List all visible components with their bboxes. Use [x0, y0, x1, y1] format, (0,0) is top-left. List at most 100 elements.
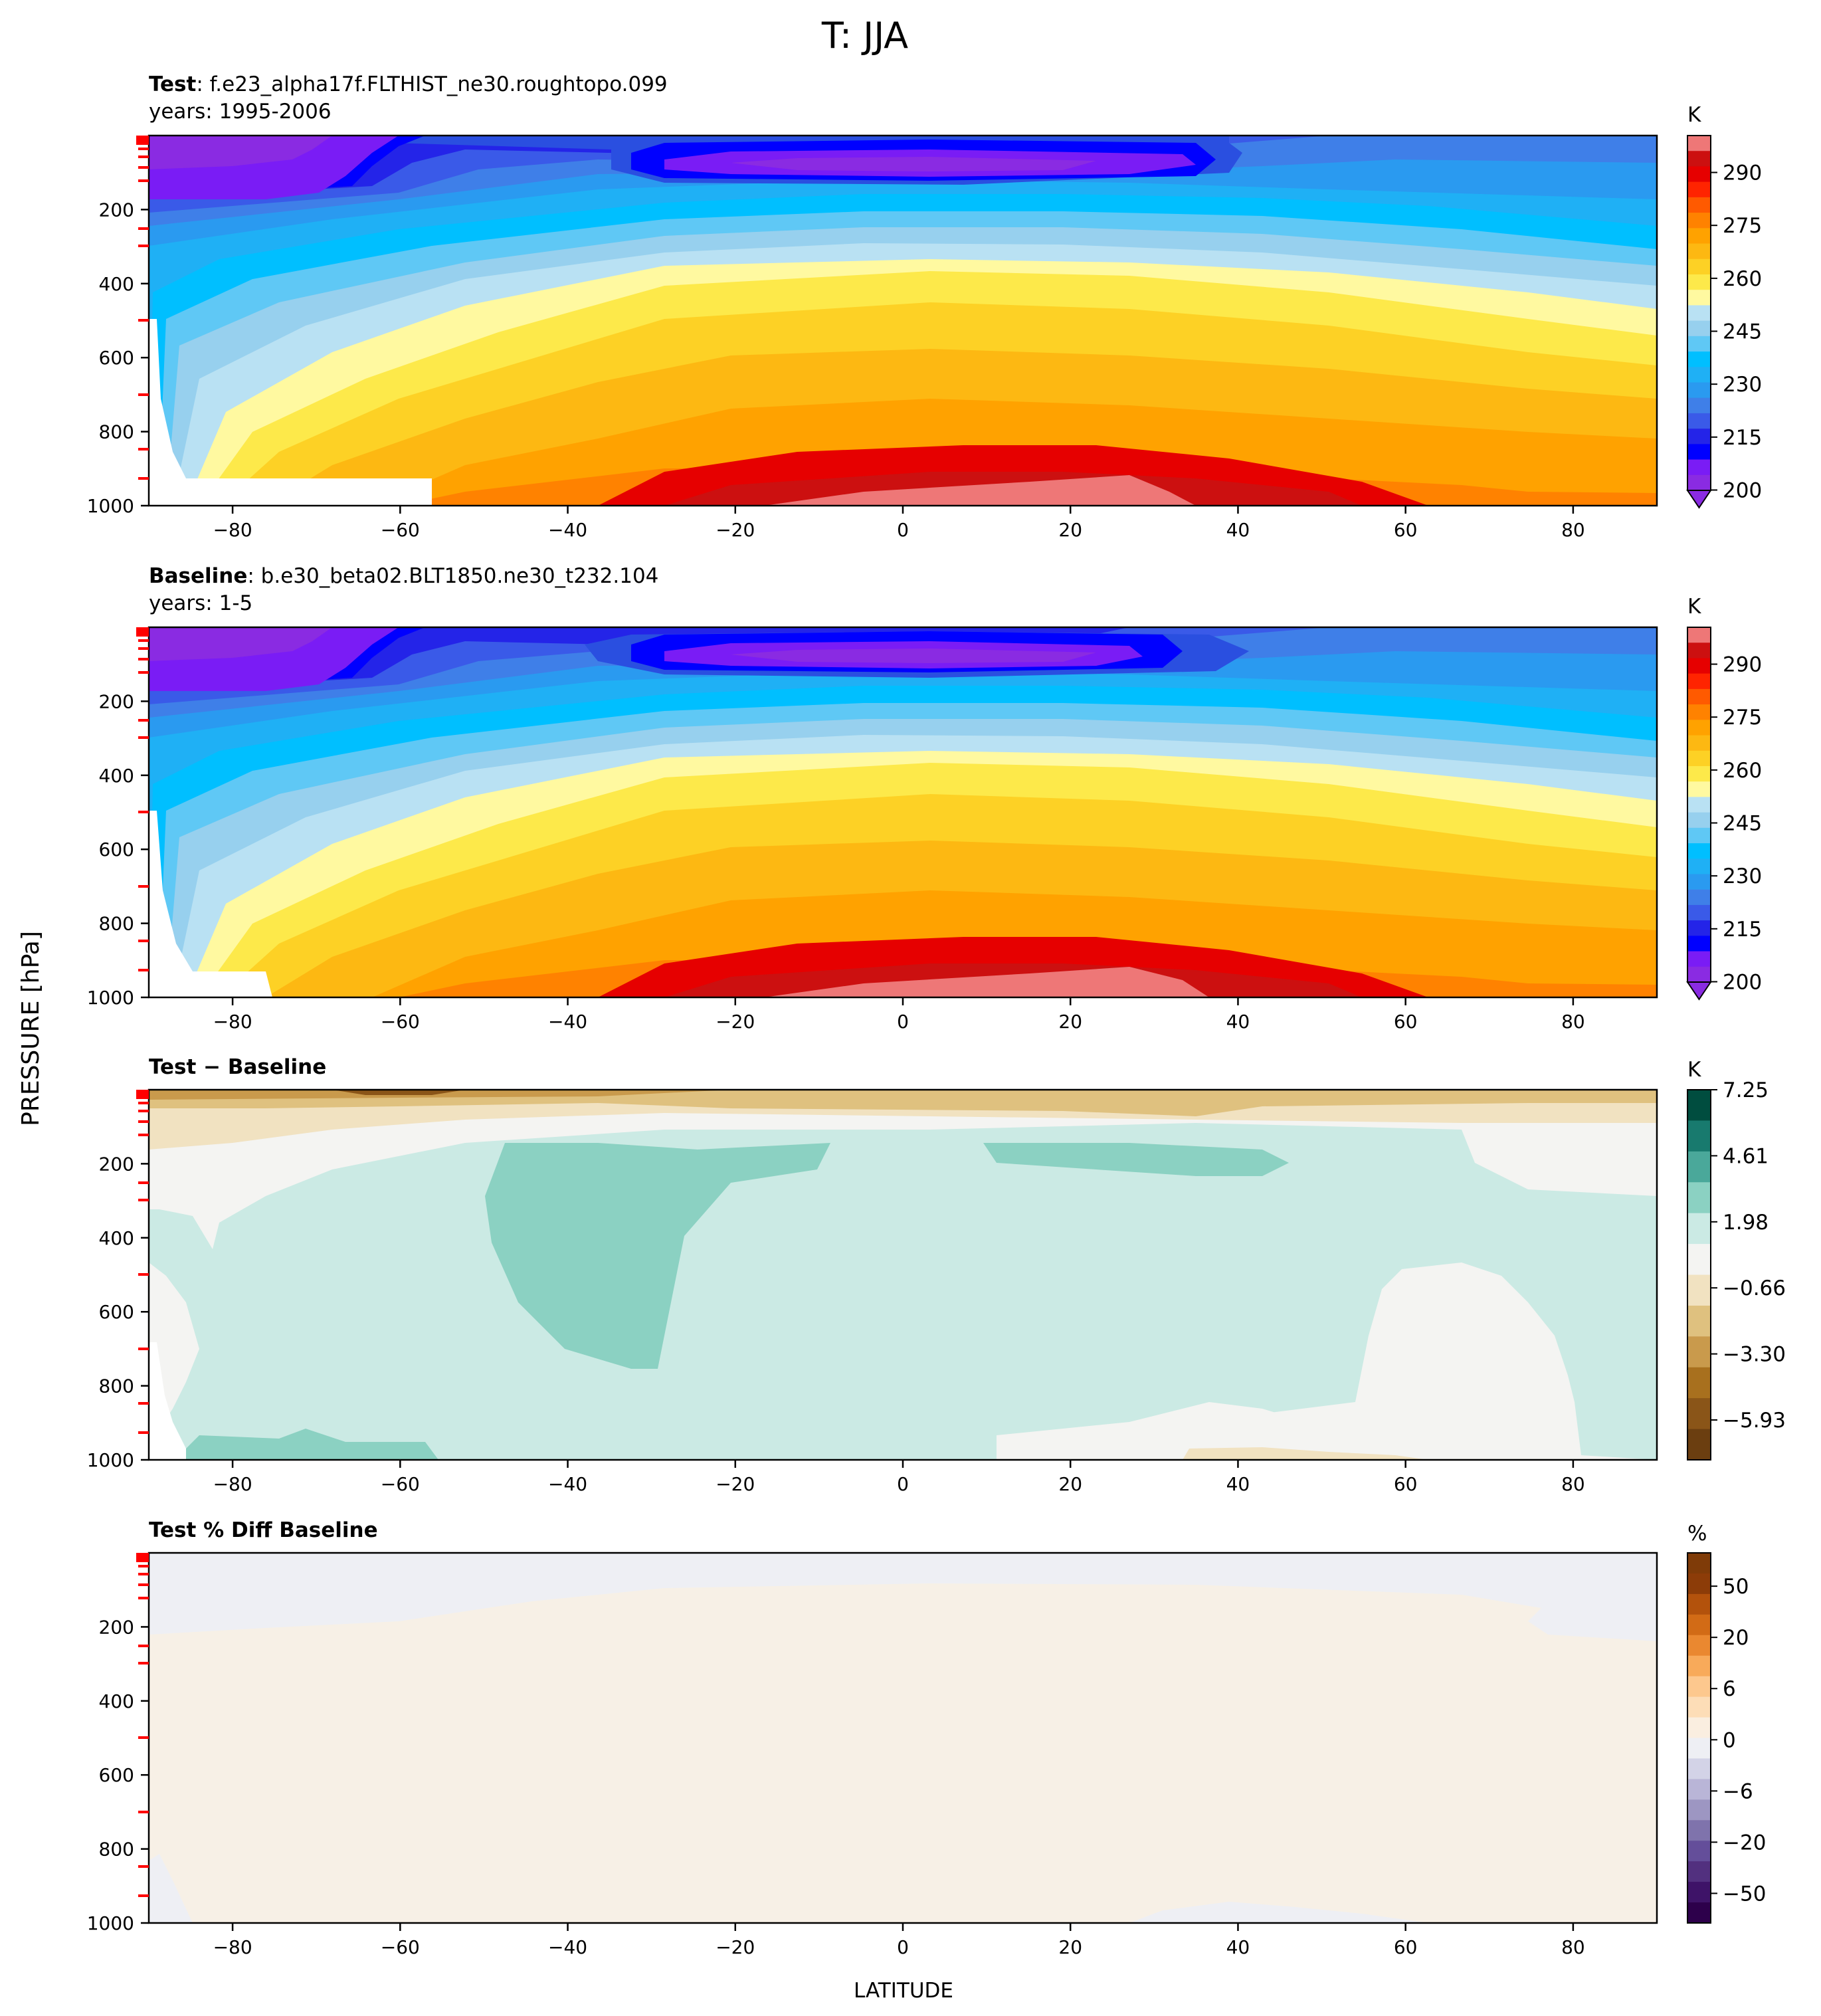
- colorbar-swatch: [1687, 1717, 1711, 1739]
- colorbar-extend-arrow: [1686, 490, 1712, 509]
- panel-baseline-x-ticks: −80 −60 −40 −20 0 20 40 60 80: [213, 997, 1585, 1033]
- x-tick-label: −80: [213, 1936, 252, 1958]
- colorbar-swatch: [1687, 181, 1711, 198]
- colorbar-swatch: [1687, 1120, 1711, 1152]
- panel-baseline-label: Baseline: b.e30_beta02.BLT1850.ne30_t232…: [149, 564, 658, 588]
- colorbar-swatch: [1687, 1738, 1711, 1760]
- x-tick-label: 0: [897, 1936, 909, 1958]
- y-tick-label: 400: [99, 1690, 134, 1712]
- colorbar-swatch: [1687, 688, 1711, 705]
- x-tick-label: 0: [897, 519, 909, 541]
- panel-baseline-colorbar: 290 275 260 245 230 215 200: [1686, 627, 1762, 1001]
- x-tick-label: 60: [1394, 1936, 1418, 1958]
- colorbar-swatch: [1687, 1635, 1711, 1657]
- colorbar-swatch: [1687, 720, 1711, 736]
- panel-baseline-years: years: 1-5: [149, 591, 252, 615]
- colorbar-tick-label: 50: [1723, 1575, 1749, 1599]
- colorbar-swatch: [1687, 750, 1711, 767]
- colorbar-swatch: [1687, 1861, 1711, 1882]
- x-tick-label: −20: [716, 1473, 755, 1495]
- colorbar-swatch: [1687, 352, 1711, 367]
- colorbar-swatch: [1687, 658, 1711, 674]
- x-tick-label: 20: [1058, 1473, 1082, 1495]
- y-tick-label: 600: [99, 347, 134, 369]
- colorbar-tick-label: 230: [1723, 864, 1762, 888]
- y-tick-label: 1000: [87, 1912, 134, 1934]
- colorbar-swatch: [1687, 966, 1711, 983]
- colorbar-swatch: [1687, 474, 1711, 491]
- panel-pctdiff-colorbar: 50 20 6 0 −6 −20 −50: [1687, 1552, 1766, 1924]
- colorbar-tick-label: 200: [1723, 970, 1762, 994]
- y-tick-label: 800: [99, 1839, 134, 1861]
- colorbar-swatch: [1687, 290, 1711, 306]
- panel-test-contours: [149, 136, 1657, 506]
- colorbar-swatch: [1687, 258, 1711, 275]
- figure-title: T: JJA: [821, 15, 908, 56]
- colorbar-swatch: [1687, 1244, 1711, 1276]
- colorbar-swatch: [1687, 1841, 1711, 1862]
- colorbar-tick-label: 290: [1723, 161, 1762, 185]
- colorbar-swatch: [1687, 1799, 1711, 1821]
- y-tick-label: 1000: [87, 495, 134, 517]
- colorbar-swatch: [1687, 704, 1711, 720]
- x-tick-label: 80: [1561, 519, 1585, 541]
- colorbar-swatch: [1687, 765, 1711, 782]
- colorbar-tick-label: 230: [1723, 373, 1762, 397]
- colorbar-extend-arrow: [1686, 981, 1712, 1001]
- x-tick-label: 20: [1058, 1936, 1082, 1958]
- colorbar-tick-label: 4.61: [1723, 1144, 1769, 1168]
- colorbar-tick-label: 215: [1723, 426, 1762, 450]
- panel-test-x-ticks: −80 −60 −40 −20 0 20 40 60 80: [213, 506, 1585, 541]
- y-axis-label: PRESSURE [hPa]: [17, 931, 45, 1126]
- colorbar-swatch: [1687, 429, 1711, 445]
- colorbar-tick-label: 275: [1723, 214, 1762, 238]
- colorbar-swatch: [1687, 1336, 1711, 1368]
- panel-diff-colorbar: 7.25 4.61 1.98 −0.66 −3.30 −5.93: [1687, 1078, 1786, 1461]
- colorbar-swatch: [1687, 858, 1711, 875]
- colorbar-swatch: [1687, 843, 1711, 859]
- y-tick-label: 600: [99, 1301, 134, 1323]
- colorbar-swatch: [1687, 151, 1711, 167]
- panel-test-years: years: 1995-2006: [149, 100, 332, 124]
- colorbar-swatch: [1687, 413, 1711, 429]
- colorbar-swatch: [1687, 136, 1711, 151]
- panel-baseline: Baseline: b.e30_beta02.BLT1850.ne30_t232…: [87, 564, 1762, 1033]
- colorbar-swatch: [1687, 1553, 1711, 1574]
- y-tick-label: 600: [99, 1764, 134, 1786]
- panel-pctdiff-level-markers: [136, 1553, 149, 1897]
- colorbar-tick-label: 0: [1723, 1728, 1736, 1752]
- panel-diff-y-ticks: 200 400 600 800 1000: [87, 1153, 149, 1471]
- panel-test-label: Test: f.e23_alpha17f.FLTHIST_ne30.rought…: [149, 72, 668, 96]
- panel-baseline-contours: [149, 627, 1657, 997]
- colorbar-tick-label: 260: [1723, 267, 1762, 291]
- x-tick-label: −20: [716, 1936, 755, 1958]
- x-axis-label: LATITUDE: [854, 1979, 953, 2003]
- colorbar-swatch: [1687, 781, 1711, 797]
- colorbar-swatch: [1687, 382, 1711, 399]
- colorbar-swatch: [1687, 1676, 1711, 1698]
- y-tick-label: 200: [99, 1616, 134, 1638]
- y-tick-label: 800: [99, 913, 134, 935]
- colorbar-swatch: [1687, 213, 1711, 229]
- colorbar-swatch: [1687, 1593, 1711, 1615]
- colorbar-swatch: [1687, 920, 1711, 936]
- y-tick-label: 200: [99, 1153, 134, 1175]
- x-tick-label: −40: [548, 1936, 587, 1958]
- colorbar-swatch: [1687, 1902, 1711, 1924]
- panel-diff-contours: [149, 1090, 1657, 1460]
- panel-diff: Test − Baseline −80 −60 −40 −20 0 20 40 60 80 20…: [87, 1055, 1786, 1495]
- colorbar-swatch: [1687, 904, 1711, 921]
- colorbar-swatch: [1687, 1614, 1711, 1636]
- colorbar-swatch: [1687, 1758, 1711, 1779]
- colorbar-tick-label: −5.93: [1723, 1409, 1786, 1433]
- x-tick-label: 40: [1226, 1011, 1250, 1033]
- colorbar-swatch: [1687, 951, 1711, 967]
- colorbar-swatch: [1687, 643, 1711, 659]
- colorbar-tick-label: 290: [1723, 653, 1762, 677]
- x-tick-label: −40: [548, 1473, 587, 1495]
- y-tick-label: 400: [99, 273, 134, 295]
- colorbar-swatch: [1687, 936, 1711, 952]
- colorbar-swatch: [1687, 827, 1711, 844]
- colorbar-frame: [1687, 1552, 1711, 1924]
